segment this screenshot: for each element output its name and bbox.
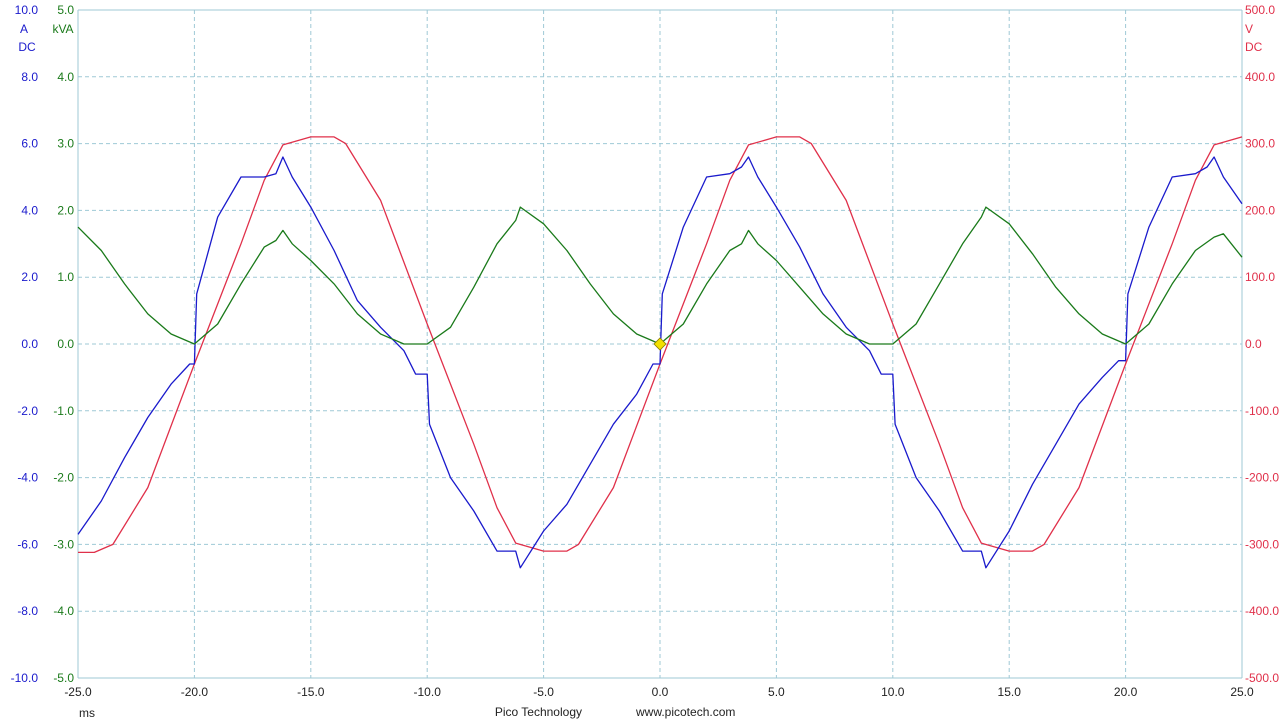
- footer-brand: Pico Technology: [495, 705, 582, 719]
- current-tick-label: 6.0: [21, 137, 38, 151]
- voltage-tick-label: -300.0: [1245, 537, 1279, 551]
- current-tick-label: -6.0: [17, 537, 38, 551]
- voltage-coupling-label: DC: [1245, 40, 1263, 54]
- x-tick-label: 10.0: [881, 685, 905, 699]
- power-tick-label: 3.0: [57, 137, 74, 151]
- power-tick-label: 0.0: [57, 337, 74, 351]
- power-tick-label: -2.0: [53, 471, 74, 485]
- x-tick-label: -25.0: [64, 685, 92, 699]
- power-trace: [77, 206, 1243, 345]
- voltage-tick-label: -200.0: [1245, 471, 1279, 485]
- traces: [77, 136, 1243, 569]
- power-tick-label: 1.0: [57, 270, 74, 284]
- x-tick-label: -5.0: [533, 685, 554, 699]
- x-tick-label: -20.0: [181, 685, 209, 699]
- current-trace: [77, 156, 1243, 569]
- voltage-tick-label: 200.0: [1245, 203, 1275, 217]
- x-tick-label: 0.0: [652, 685, 669, 699]
- trigger-marker[interactable]: [653, 337, 667, 351]
- voltage-tick-label: 500.0: [1245, 3, 1275, 17]
- power-unit-label: kVA: [52, 22, 73, 36]
- x-unit-label: ms: [79, 706, 95, 720]
- grid: [77, 9, 1243, 679]
- voltage-tick-label: -100.0: [1245, 404, 1279, 418]
- voltage-tick-label: 300.0: [1245, 137, 1275, 151]
- voltage-tick-label: -500.0: [1245, 671, 1279, 685]
- current-tick-label: 8.0: [21, 70, 38, 84]
- current-tick-label: -4.0: [17, 471, 38, 485]
- current-coupling-label: DC: [18, 40, 36, 54]
- current-unit-label: A: [20, 22, 28, 36]
- footer-url[interactable]: www.picotech.com: [635, 705, 735, 719]
- x-tick-label: -15.0: [297, 685, 325, 699]
- voltage-tick-label: 0.0: [1245, 337, 1262, 351]
- current-tick-label: 2.0: [21, 270, 38, 284]
- current-tick-label: 0.0: [21, 337, 38, 351]
- x-tick-label: 25.0: [1230, 685, 1254, 699]
- current-tick-label: 4.0: [21, 203, 38, 217]
- power-tick-label: -4.0: [53, 604, 74, 618]
- current-tick-label: -10.0: [11, 671, 39, 685]
- current-tick-label: 10.0: [15, 3, 39, 17]
- trigger-marker-diamond[interactable]: [653, 337, 667, 351]
- footer: Pico Technology www.picotech.com: [495, 705, 736, 719]
- power-tick-label: 2.0: [57, 203, 74, 217]
- voltage-tick-label: -400.0: [1245, 604, 1279, 618]
- power-tick-label: -1.0: [53, 404, 74, 418]
- power-tick-label: 5.0: [57, 3, 74, 17]
- power-tick-label: -5.0: [53, 671, 74, 685]
- x-tick-label: 5.0: [768, 685, 785, 699]
- x-tick-label: 20.0: [1114, 685, 1138, 699]
- voltage-tick-label: 400.0: [1245, 70, 1275, 84]
- voltage-tick-label: 100.0: [1245, 270, 1275, 284]
- current-tick-label: -2.0: [17, 404, 38, 418]
- power-tick-label: 4.0: [57, 70, 74, 84]
- power-tick-label: -3.0: [53, 537, 74, 551]
- current-tick-label: -8.0: [17, 604, 38, 618]
- x-tick-label: 15.0: [998, 685, 1022, 699]
- axis-labels: 10.0 8.0 6.0 4.0 2.0 0.0 -2.0 -4.0 -6.0 -8.0 -10.0…: [11, 3, 1280, 720]
- voltage-unit-label: V: [1245, 22, 1253, 36]
- x-tick-label: -10.0: [414, 685, 442, 699]
